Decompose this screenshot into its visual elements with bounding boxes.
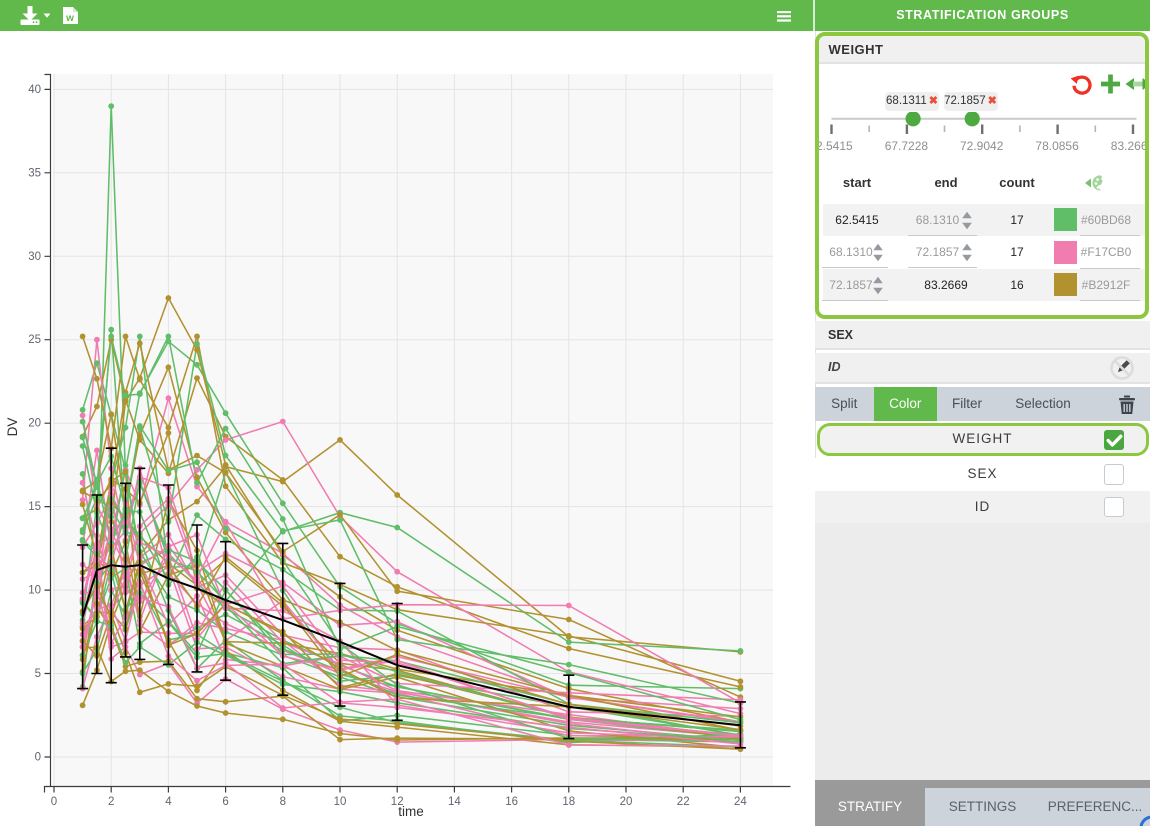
svg-text:14: 14 bbox=[448, 796, 461, 808]
svg-text:10: 10 bbox=[334, 796, 347, 808]
svg-text:12: 12 bbox=[391, 796, 404, 808]
svg-text:15: 15 bbox=[28, 501, 41, 513]
svg-text:25: 25 bbox=[28, 334, 41, 346]
svg-text:2: 2 bbox=[108, 796, 114, 808]
svg-text:w: w bbox=[65, 13, 74, 24]
svg-text:time: time bbox=[398, 804, 424, 819]
svg-text:0: 0 bbox=[35, 752, 41, 764]
svg-text:4: 4 bbox=[165, 796, 172, 808]
svg-text:5: 5 bbox=[35, 668, 41, 680]
svg-text:16: 16 bbox=[505, 796, 518, 808]
svg-text:22: 22 bbox=[677, 796, 690, 808]
svg-text:35: 35 bbox=[28, 167, 41, 179]
svg-text:0: 0 bbox=[51, 796, 57, 808]
svg-text:30: 30 bbox=[28, 251, 41, 263]
svg-text:DV: DV bbox=[5, 418, 20, 437]
svg-text:24: 24 bbox=[734, 796, 747, 808]
svg-text:8: 8 bbox=[280, 796, 286, 808]
svg-text:18: 18 bbox=[562, 796, 575, 808]
svg-text:40: 40 bbox=[28, 84, 41, 96]
svg-text:6: 6 bbox=[222, 796, 228, 808]
svg-text:20: 20 bbox=[620, 796, 633, 808]
svg-text:10: 10 bbox=[28, 585, 41, 597]
svg-text:20: 20 bbox=[28, 418, 41, 430]
